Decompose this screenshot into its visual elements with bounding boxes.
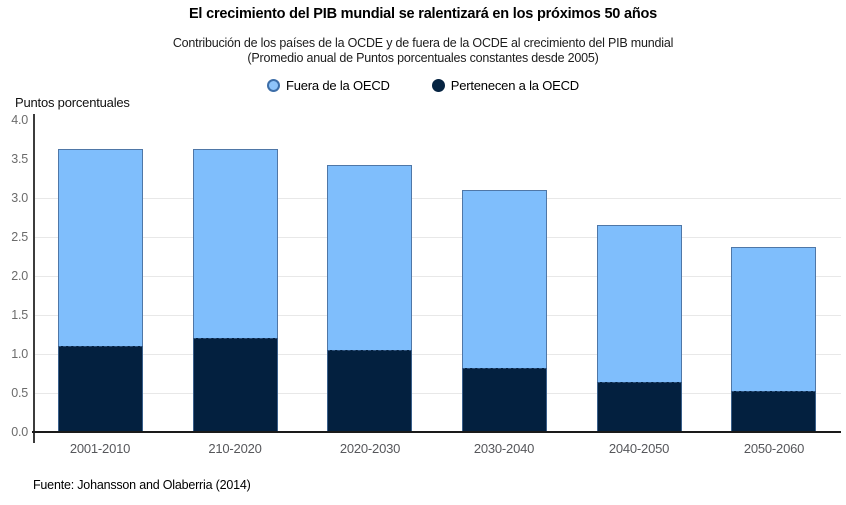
y-tick-label: 3.0	[11, 191, 28, 205]
legend: Fuera de la OECD Pertenecen a la OECD	[0, 78, 846, 93]
y-tick-label: 0.5	[11, 386, 28, 400]
y-tick-label: 2.0	[11, 269, 28, 283]
gridline	[34, 354, 841, 355]
bar-segment-oecd-2050-2060[interactable]	[731, 391, 816, 432]
bar-segment-fuera-2001-2010[interactable]	[58, 149, 143, 346]
bar-segment-oecd-2030-2040[interactable]	[462, 368, 547, 432]
x-axis-category-label: 2001-2010	[69, 441, 131, 456]
y-axis-line	[33, 114, 35, 443]
y-tick-label: 0.0	[11, 425, 28, 439]
x-axis-category-label: 2040-2050	[608, 441, 670, 456]
bar-segment-oecd-2040-2050[interactable]	[597, 382, 682, 432]
legend-label: Fuera de la OECD	[286, 78, 390, 93]
bar-segment-fuera-2040-2050[interactable]	[597, 225, 682, 382]
bar-segment-fuera-2030-2040[interactable]	[462, 190, 547, 368]
legend-marker-fuera-icon	[267, 79, 280, 92]
x-axis-category-label: 2020-2030	[339, 441, 401, 456]
bar-segment-oecd-210-2020[interactable]	[193, 338, 278, 432]
chart-title: El crecimiento del PIB mundial se ralent…	[188, 6, 658, 22]
gridline	[34, 237, 841, 238]
bar-segment-fuera-210-2020[interactable]	[193, 149, 278, 338]
y-tick-label: 4.0	[11, 113, 28, 127]
bar-segment-fuera-2050-2060[interactable]	[731, 247, 816, 391]
legend-item-fuera-de-la-oecd[interactable]: Fuera de la OECD	[267, 78, 390, 93]
gridline	[34, 315, 841, 316]
bar-segment-fuera-2020-2030[interactable]	[327, 165, 412, 350]
gridline	[34, 198, 841, 199]
legend-label: Pertenecen a la OECD	[450, 78, 579, 93]
x-axis-line	[32, 431, 841, 433]
gridline	[34, 276, 841, 277]
y-tick-label: 1.0	[11, 347, 28, 361]
x-axis-category-label: 2030-2040	[473, 441, 535, 456]
gridline	[34, 393, 841, 394]
y-tick-label: 2.5	[11, 230, 28, 244]
legend-item-pertenecen-a-la-oecd[interactable]: Pertenecen a la OECD	[431, 78, 579, 93]
y-tick-label: 3.5	[11, 152, 28, 166]
bar-segment-oecd-2001-2010[interactable]	[58, 346, 143, 432]
y-axis-title: Puntos porcentuales	[15, 95, 130, 110]
chart-subtitle-line2: (Promedio anual de Puntos porcentuales c…	[247, 51, 599, 65]
x-axis-category-label: 210-2020	[208, 441, 262, 456]
x-axis-category-label: 2050-2060	[743, 441, 805, 456]
chart-subtitle-line1: Contribución de los países de la OCDE y …	[172, 36, 674, 50]
legend-marker-oecd-icon	[431, 79, 445, 92]
y-tick-label: 1.5	[11, 308, 28, 322]
source-note: Fuente: Johansson and Olaberria (2014)	[33, 478, 251, 492]
bar-segment-oecd-2020-2030[interactable]	[327, 350, 412, 432]
